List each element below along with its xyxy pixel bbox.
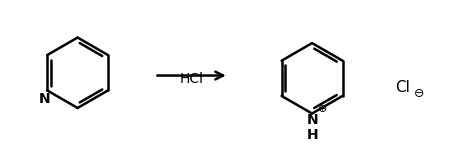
Text: ⊕: ⊕ [318,104,327,114]
Text: N: N [306,113,318,127]
Text: ⊖: ⊖ [414,87,425,100]
Text: N: N [38,92,50,106]
Text: Cl: Cl [395,80,410,95]
Text: HCl: HCl [180,72,204,86]
Text: H: H [306,128,318,142]
